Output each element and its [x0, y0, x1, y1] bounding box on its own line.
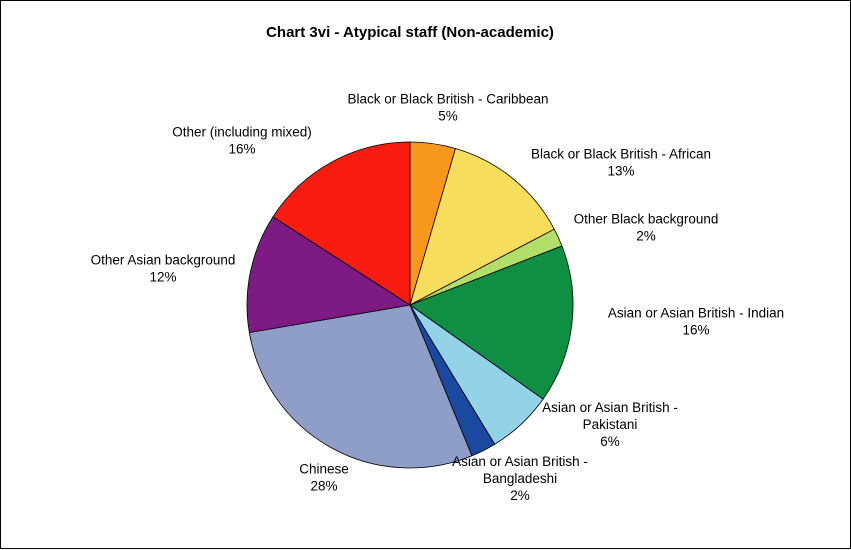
slice-label: Black or Black British - African 13% [531, 147, 711, 179]
pie-slices [246, 141, 574, 469]
slice-label: Asian or Asian British - Indian 16% [608, 306, 784, 338]
slice-label: Other Asian background 12% [91, 253, 236, 285]
pie-slice [272, 141, 411, 306]
slice-labels: Black or Black British - Caribbean 5% Blac… [91, 92, 785, 504]
slice-label: Asian or Asian British -Pakistani 6% [542, 400, 678, 449]
pie-slice [409, 147, 555, 306]
slice-label: Asian or Asian British -Bangladeshi 2% [452, 454, 588, 503]
pie-slice [409, 245, 574, 400]
slice-label: Other (including mixed) 16% [172, 125, 312, 157]
slice-label: Chinese 28% [299, 462, 349, 494]
slice-label: Black or Black British - Caribbean 5% [347, 92, 548, 124]
pie-slice [246, 216, 412, 333]
pie-slice [248, 304, 473, 469]
chart-title: Chart 3vi - Atypical staff (Non-academic… [266, 24, 554, 41]
slice-label: Other Black background 2% [574, 212, 719, 244]
